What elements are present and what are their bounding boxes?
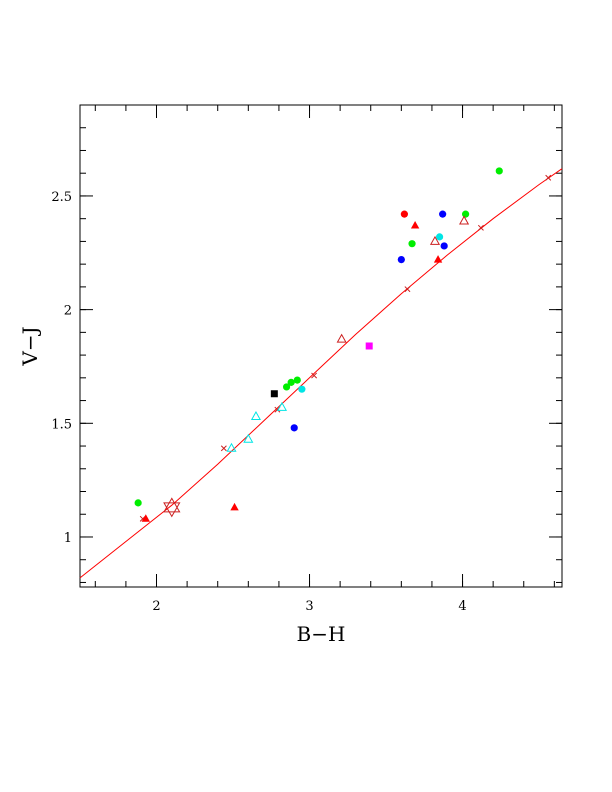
x-tick-label: 3 [305,599,313,614]
y-tick-label: 2.5 [51,190,72,205]
curve-cross-marker [404,286,411,293]
data-point-open-triangle [336,333,347,343]
data-point-circle [400,210,408,218]
data-point-open-triangle [250,410,262,420]
data-point-square [270,390,278,398]
data-point-triangle [230,502,239,511]
data-point-circle [290,424,298,432]
data-point-circle [287,378,295,386]
curve-cross-marker [545,174,552,181]
data-point-circle [134,499,142,507]
star-marker [163,502,181,518]
data-point-open-triangle [243,433,254,443]
data-point-circle [440,242,448,250]
curve-cross-marker [311,372,318,379]
data-point-circle [495,167,503,175]
data-point-triangle [141,514,150,522]
y-tick-label: 1.5 [51,417,72,432]
plot-frame [79,104,563,588]
star-marker [163,497,181,513]
y-axis-title: V−J [18,326,42,366]
data-point-square [365,342,373,350]
data-point-circle [435,233,444,241]
data-point-circle [408,240,416,248]
fit-curve [79,168,563,579]
curve-markers-group [139,174,552,522]
y-tick-label: 1 [64,531,72,546]
data-point-open-triangle [429,235,441,245]
data-point-triangle [433,255,443,263]
data-point-circle [293,376,301,384]
data-point-triangle [410,221,420,229]
data-point-open-triangle [276,401,288,411]
ticks-group [80,104,562,587]
x-axis-title: B−H [297,622,346,646]
tick-labels-group: 2 3 4 1 1.5 2 2.5 [51,190,466,614]
data-point-circle [298,385,306,393]
data-points-group [134,167,503,522]
curve-cross-marker [477,224,484,231]
curve-cross-marker [220,445,227,452]
x-tick-label: 4 [458,599,466,614]
data-point-open-triangle [226,442,237,452]
data-point-circle [282,383,291,391]
data-point-circle [462,210,470,218]
data-point-circle [397,256,405,264]
star-marker-group [163,497,181,518]
x-tick-label: 2 [152,599,160,614]
data-point-circle [439,210,447,218]
y-tick-label: 2 [64,304,72,319]
data-point-open-triangle [459,215,470,225]
